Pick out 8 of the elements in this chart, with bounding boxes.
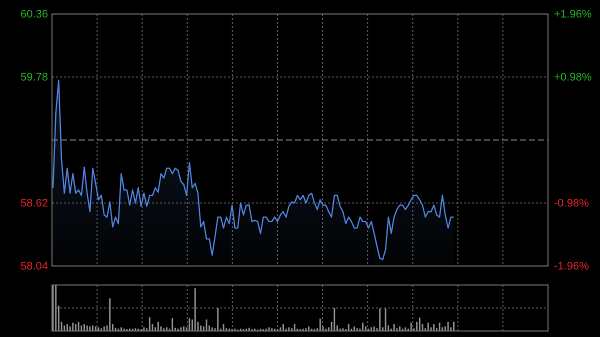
y2-tick-label: +1.96%	[554, 8, 592, 21]
y2-tick-label: -0.98%	[554, 198, 590, 210]
y-tick-label: 60.36	[20, 8, 48, 21]
y2-tick-label: -1.96%	[554, 260, 590, 273]
y2-tick-label: +0.98%	[554, 72, 592, 84]
y-tick-label: 59.78	[20, 72, 48, 84]
y-tick-label: 58.04	[20, 260, 48, 273]
y-tick-label: 58.62	[20, 198, 48, 210]
